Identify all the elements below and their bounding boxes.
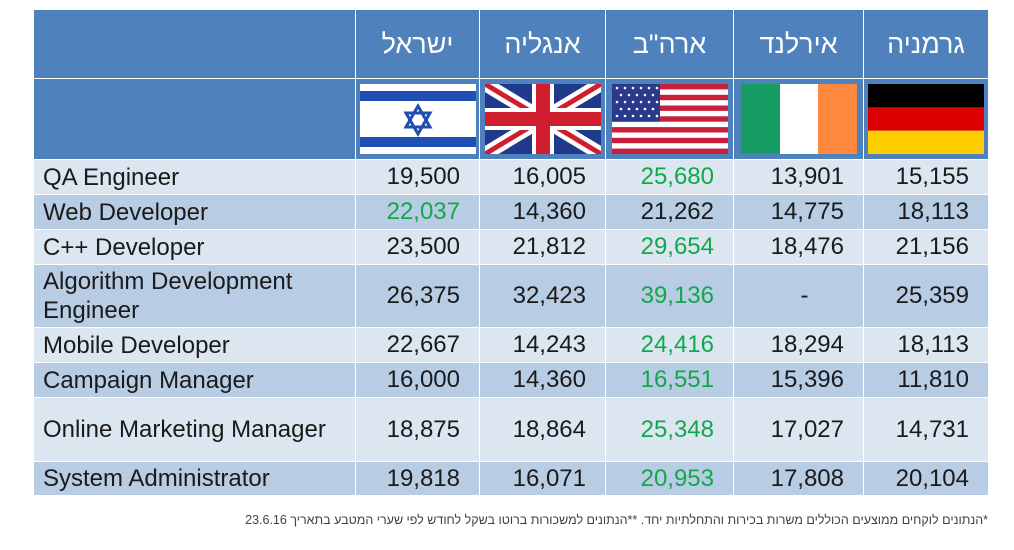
salary-cell-israel: 23,500 [355,229,480,265]
salary-cell-israel: 19,500 [355,159,480,195]
salary-cell-uk: 16,005 [479,159,606,195]
uk-flag-icon [484,84,601,154]
salary-cell-germany: 18,113 [863,327,989,363]
column-header-ireland: אירלנד [733,9,864,79]
salary-cell-uk: 14,243 [479,327,606,363]
column-header-uk: אנגליה [479,9,606,79]
salary-cell-israel: 26,375 [355,264,480,328]
role-cell: System Administrator [33,461,356,496]
salary-cell-uk: 21,812 [479,229,606,265]
table-row: Campaign Manager 16,000 14,360 16,551 15,396… [33,362,989,398]
flag-cell-israel [355,78,480,160]
salary-cell-usa: 25,348 [605,397,734,462]
salary-cell-germany: 15,155 [863,159,989,195]
table-row: QA Engineer 19,500 16,005 25,680 13,901 15,15… [33,159,989,195]
salary-cell-israel: 16,000 [355,362,480,398]
flag-cell-usa [605,78,734,160]
salary-cell-usa: 24,416 [605,327,734,363]
salary-cell-germany: 25,359 [863,264,989,328]
footnote: *הנתונים לוקחים ממוצעים הכוללים משרות בכ… [245,513,988,527]
salary-cell-usa: 29,654 [605,229,734,265]
israel-flag-icon [359,84,476,154]
flag-cell-germany [863,78,989,160]
salary-cell-ireland: - [733,264,864,328]
table-body: QA Engineer 19,500 16,005 25,680 13,901 15,15… [33,159,989,496]
role-cell: QA Engineer [33,159,356,195]
flag-cell-ireland [733,78,864,160]
salary-cell-uk: 14,360 [479,362,606,398]
salary-cell-germany: 18,113 [863,194,989,230]
salary-cell-germany: 20,104 [863,461,989,496]
role-cell: Campaign Manager [33,362,356,398]
salary-cell-usa: 20,953 [605,461,734,496]
corner-flag-cell [33,78,356,160]
salary-cell-israel: 22,667 [355,327,480,363]
table-row: C++ Developer 23,500 21,812 29,654 18,476 21,… [33,229,989,265]
ireland-flag-icon [740,84,857,154]
salary-cell-uk: 16,071 [479,461,606,496]
column-header-usa: ארה"ב [605,9,734,79]
table-row: Algorithm Development Engineer 26,375 32,4… [33,264,989,328]
role-cell: Algorithm Development Engineer [33,264,356,328]
salary-cell-germany: 14,731 [863,397,989,462]
salary-cell-usa: 25,680 [605,159,734,195]
salary-cell-germany: 21,156 [863,229,989,265]
salary-cell-ireland: 17,027 [733,397,864,462]
role-cell: C++ Developer [33,229,356,265]
germany-flag-icon [868,84,984,154]
salary-cell-uk: 14,360 [479,194,606,230]
salary-cell-ireland: 18,476 [733,229,864,265]
role-cell: Mobile Developer [33,327,356,363]
column-header-germany: גרמניה [863,9,989,79]
salary-cell-ireland: 18,294 [733,327,864,363]
flag-cell-uk [479,78,606,160]
salary-cell-usa: 21,262 [605,194,734,230]
table-row: Mobile Developer 22,667 14,243 24,416 18,294… [33,327,989,363]
usa-flag-icon [611,84,728,154]
salary-cell-germany: 11,810 [863,362,989,398]
corner-header-cell [33,9,356,79]
table-row: System Administrator 19,818 16,071 20,953 17… [33,461,989,496]
salary-cell-ireland: 14,775 [733,194,864,230]
salary-cell-israel: 19,818 [355,461,480,496]
role-cell: Online Marketing Manager [33,397,356,462]
salary-cell-usa: 16,551 [605,362,734,398]
salary-cell-israel: 22,037 [355,194,480,230]
salary-cell-ireland: 13,901 [733,159,864,195]
table-row: Web Developer 22,037 14,360 21,262 14,775 18,… [33,194,989,230]
salary-cell-uk: 32,423 [479,264,606,328]
role-cell: Web Developer [33,194,356,230]
salary-table: ישראל אנגליה ארה"ב אירלנד גרמניה [33,9,989,496]
table-row: Online Marketing Manager 18,875 18,864 25,3… [33,397,989,462]
salary-cell-ireland: 15,396 [733,362,864,398]
column-header-israel: ישראל [355,9,480,79]
salary-cell-usa: 39,136 [605,264,734,328]
salary-cell-israel: 18,875 [355,397,480,462]
salary-cell-uk: 18,864 [479,397,606,462]
salary-cell-ireland: 17,808 [733,461,864,496]
